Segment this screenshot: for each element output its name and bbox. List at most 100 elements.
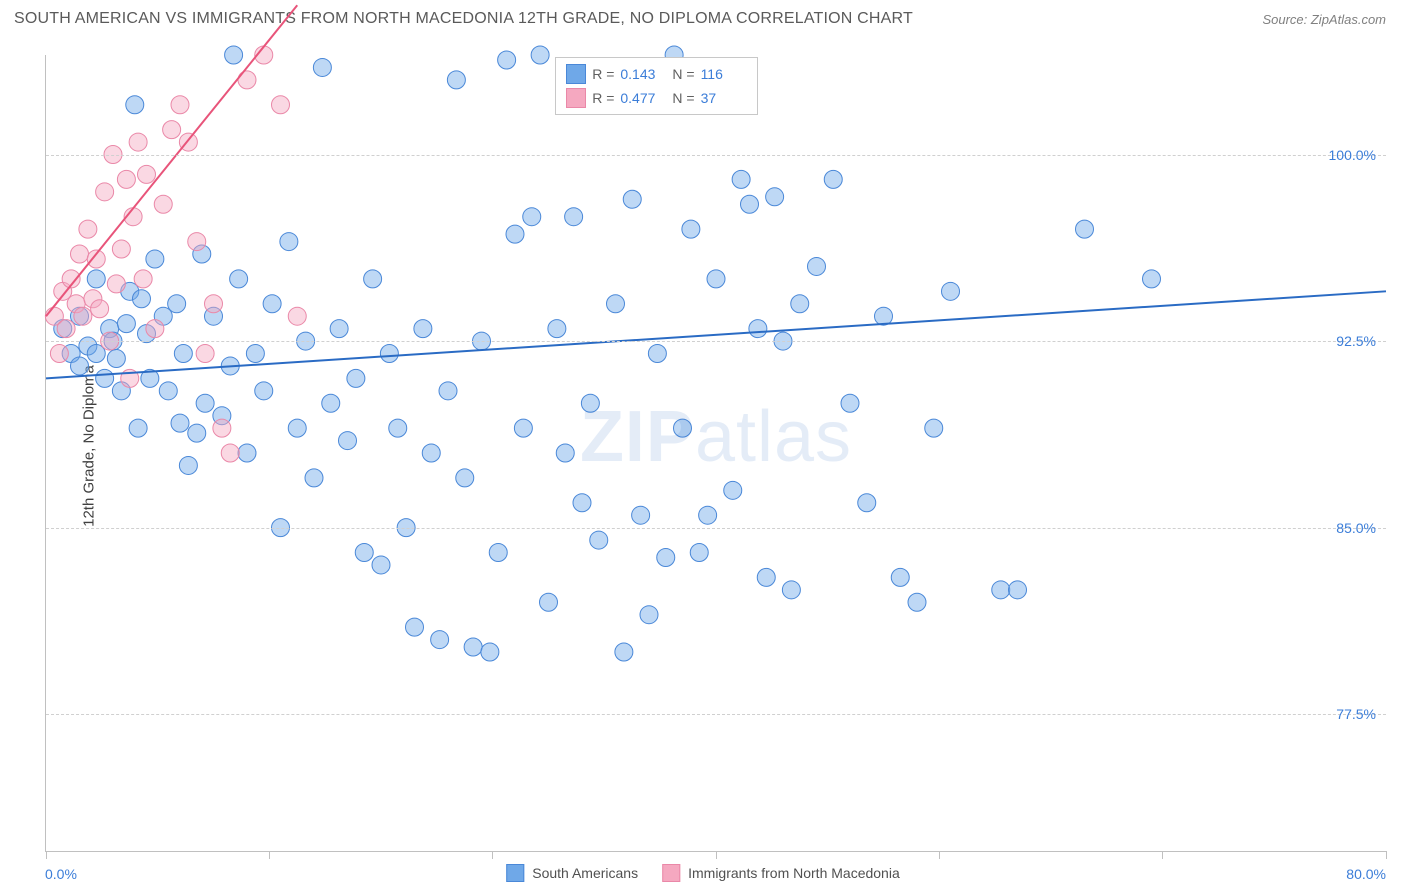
data-point [699,506,717,524]
data-point [657,548,675,566]
data-point [556,444,574,462]
data-point [757,568,775,586]
gridline [46,528,1386,529]
data-point [749,320,767,338]
series-legend: South Americans Immigrants from North Mac… [506,864,899,882]
data-point [238,444,256,462]
data-point [640,606,658,624]
data-point [682,220,700,238]
data-point [171,414,189,432]
y-tick-label: 77.5% [1336,706,1376,722]
x-tick [46,851,47,859]
data-point [607,295,625,313]
r-value: 0.143 [620,66,666,82]
data-point [824,170,842,188]
data-point [389,419,407,437]
y-tick-label: 100.0% [1329,147,1376,163]
scatter-plot-svg [46,55,1386,851]
data-point [648,345,666,363]
data-point [766,188,784,206]
data-point [188,424,206,442]
data-point [339,432,357,450]
regression-line [46,5,297,316]
data-point [406,618,424,636]
data-point [841,394,859,412]
data-point [71,357,89,375]
data-point [422,444,440,462]
x-tick [1386,851,1387,859]
data-point [117,315,135,333]
data-point [205,295,223,313]
data-point [96,183,114,201]
stats-legend-row: R =0.143N =116 [566,62,746,86]
gridline [46,155,1386,156]
x-tick [269,851,270,859]
data-point [188,233,206,251]
data-point [908,593,926,611]
data-point [238,71,256,89]
r-label: R = [592,66,614,82]
data-point [891,568,909,586]
x-axis-max-label: 80.0% [1346,866,1386,882]
data-point [481,643,499,661]
data-point [489,544,507,562]
n-value: 116 [701,66,747,82]
data-point [87,270,105,288]
legend-item: Immigrants from North Macedonia [662,864,900,882]
data-point [581,394,599,412]
legend-label: Immigrants from North Macedonia [688,865,900,881]
y-tick-label: 92.5% [1336,333,1376,349]
data-point [523,208,541,226]
data-point [330,320,348,338]
n-value: 37 [701,90,747,106]
data-point [146,320,164,338]
data-point [456,469,474,487]
data-point [782,581,800,599]
legend-item: South Americans [506,864,638,882]
data-point [174,345,192,363]
data-point [313,58,331,76]
legend-swatch [566,88,586,108]
data-point [168,295,186,313]
data-point [305,469,323,487]
data-point [221,444,239,462]
x-tick [716,851,717,859]
correlation-stats-legend: R =0.143N =116R =0.477N =37 [555,57,757,115]
data-point [858,494,876,512]
data-point [288,419,306,437]
data-point [573,494,591,512]
data-point [431,631,449,649]
regression-line [46,291,1386,378]
data-point [623,190,641,208]
x-axis-min-label: 0.0% [45,866,77,882]
data-point [498,51,516,69]
data-point [230,270,248,288]
data-point [91,300,109,318]
data-point [548,320,566,338]
data-point [942,282,960,300]
stats-legend-row: R =0.477N =37 [566,86,746,110]
data-point [132,290,150,308]
data-point [690,544,708,562]
data-point [1009,581,1027,599]
data-point [126,96,144,114]
data-point [875,307,893,325]
data-point [447,71,465,89]
data-point [96,369,114,387]
data-point [674,419,692,437]
data-point [246,345,264,363]
x-tick [1162,851,1163,859]
data-point [79,220,97,238]
data-point [414,320,432,338]
data-point [129,419,147,437]
data-point [107,349,125,367]
data-point [129,133,147,151]
data-point [741,195,759,213]
data-point [71,245,89,263]
data-point [632,506,650,524]
data-point [263,295,281,313]
data-point [925,419,943,437]
data-point [372,556,390,574]
gridline [46,714,1386,715]
x-tick [492,851,493,859]
